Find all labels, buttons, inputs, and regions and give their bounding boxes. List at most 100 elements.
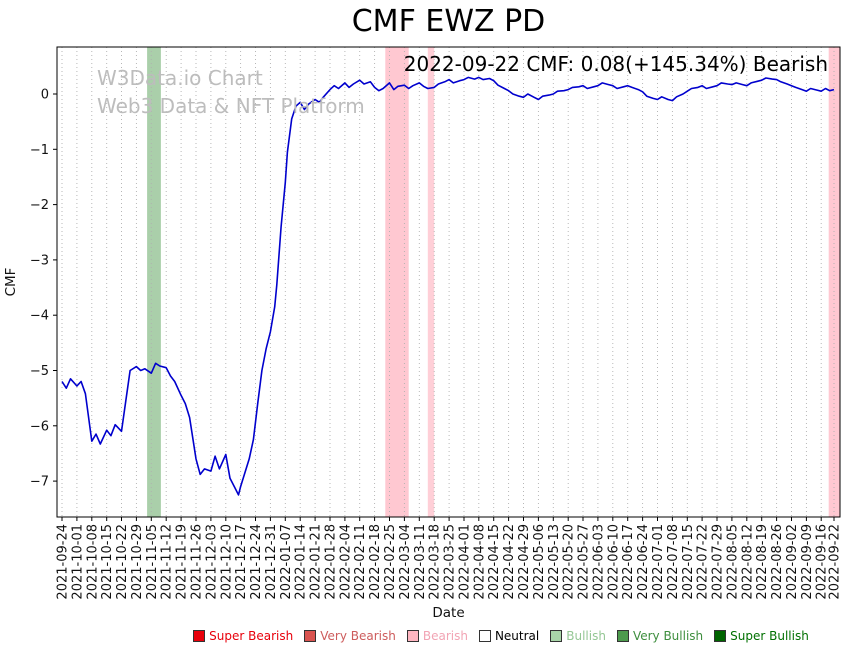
x-tick-label: 2022-06-03 <box>591 524 606 600</box>
x-tick-label: 2021-10-01 <box>70 524 85 600</box>
x-tick-label: 2022-07-08 <box>666 524 681 600</box>
x-tick-label: 2022-02-18 <box>368 524 383 600</box>
signal-bands <box>147 47 840 517</box>
legend-swatch <box>616 630 629 642</box>
x-tick-label: 2022-05-06 <box>532 524 547 600</box>
x-tick-label: 2022-02-11 <box>353 524 368 600</box>
x-tick-label: 2021-12-17 <box>234 524 249 600</box>
x-tick-label: 2022-02-25 <box>383 524 398 600</box>
x-tick-label: 2021-11-26 <box>190 524 205 600</box>
watermark: W3Data.io Chart Web3 Data & NFT Platform <box>97 64 365 120</box>
y-tick-label: 0 <box>41 88 49 103</box>
x-tick-label: 2022-08-12 <box>740 524 755 600</box>
x-tick-label: 2022-09-02 <box>785 524 800 600</box>
x-tick-label: 2022-03-25 <box>443 524 458 600</box>
chart-title: CMF EWZ PD <box>351 4 546 39</box>
x-tick-label: 2021-10-08 <box>85 524 100 600</box>
legend-swatch <box>714 630 727 642</box>
legend-swatch <box>478 630 491 642</box>
watermark-line-1: W3Data.io Chart <box>97 66 263 90</box>
x-tick-label: 2022-08-05 <box>725 524 740 600</box>
x-tick-label: 2021-10-15 <box>100 524 115 600</box>
legend-item-super-bearish: Super Bearish <box>193 629 293 643</box>
x-tick-label: 2021-10-29 <box>130 524 145 600</box>
legend-label: Very Bullish <box>632 629 704 643</box>
x-tick-label: 2022-06-24 <box>636 524 651 600</box>
x-tick-label: 2022-04-08 <box>472 524 487 600</box>
legend-label: Bearish <box>422 629 468 643</box>
x-tick-label: 2022-01-07 <box>279 524 294 600</box>
y-tick-label: −6 <box>30 419 49 434</box>
x-tick-label: 2022-06-10 <box>606 524 621 600</box>
x-tick-label: 2022-09-16 <box>815 524 830 600</box>
legend-swatch <box>406 630 419 642</box>
legend-label: Super Bullish <box>730 629 809 643</box>
legend-item-bearish: Bearish <box>406 629 468 643</box>
plot-border <box>56 46 841 518</box>
cmf-line <box>61 76 835 496</box>
x-tick-label: 2022-05-13 <box>547 524 562 600</box>
signal-band-bearish <box>828 47 840 517</box>
x-tick-label: 2022-02-04 <box>338 524 353 600</box>
legend-item-super-bullish: Super Bullish <box>714 629 809 643</box>
x-tick-label: 2022-07-22 <box>696 524 711 600</box>
x-tick-label: 2022-01-14 <box>294 524 309 600</box>
x-tick-label: 2022-01-28 <box>324 524 339 600</box>
signal-band-bearish <box>427 47 435 517</box>
y-tick-label: −7 <box>30 475 49 490</box>
x-tick-label: 2021-11-05 <box>145 524 160 600</box>
x-tick-label: 2022-04-01 <box>458 524 473 600</box>
y-axis-label: CMF <box>3 268 19 297</box>
x-tick-label: 2021-12-10 <box>219 524 234 600</box>
x-tick-label: 2022-03-18 <box>428 524 443 600</box>
x-tick-label: 2021-09-24 <box>56 524 71 600</box>
x-tick-label: 2021-12-24 <box>249 524 264 600</box>
signal-band-very-bullish <box>147 47 161 517</box>
x-tick-label: 2022-06-17 <box>621 524 636 600</box>
signal-band-bearish <box>385 47 409 517</box>
x-tick-label: 2022-09-22 <box>828 524 843 600</box>
legend-item-bullish: Bullish <box>550 629 606 643</box>
legend-swatch <box>550 630 563 642</box>
x-tick-label: 2021-10-22 <box>115 524 130 600</box>
x-tick-label: 2022-07-01 <box>651 524 666 600</box>
x-axis-label: Date <box>432 605 464 621</box>
x-tick-label: 2022-05-27 <box>577 524 592 600</box>
x-tick-label: 2022-03-04 <box>398 524 413 600</box>
legend-item-very-bearish: Very Bearish <box>304 629 396 643</box>
y-tick-label: −1 <box>30 143 49 158</box>
legend: Super Bearish Very Bearish Bearish Neutral B… <box>0 629 854 643</box>
legend-item-very-bullish: Very Bullish <box>616 629 704 643</box>
y-tick-label: −2 <box>30 198 49 213</box>
legend-label: Bullish <box>566 629 606 643</box>
y-tick-label: −4 <box>30 309 49 324</box>
x-tick-label: 2022-08-19 <box>755 524 770 600</box>
legend-label: Super Bearish <box>209 629 294 643</box>
y-tick-label: −3 <box>30 253 49 268</box>
watermark-line-2: Web3 Data & NFT Platform <box>97 94 365 118</box>
legend-label: Very Bearish <box>320 629 396 643</box>
x-tick-label: 2022-03-11 <box>413 524 428 600</box>
x-axis-ticks: 2021-09-24 2021-10-01 2021-10-08 2021-10-15… <box>56 517 843 600</box>
x-tick-label: 2022-09-09 <box>800 524 815 600</box>
x-tick-label: 2022-01-21 <box>309 524 324 600</box>
x-tick-label: 2021-12-31 <box>264 524 279 600</box>
legend-swatch <box>304 630 317 642</box>
x-tick-label: 2022-05-20 <box>562 524 577 600</box>
legend-swatch <box>193 630 206 642</box>
y-tick-label: −5 <box>30 364 49 379</box>
x-tick-label: 2022-07-29 <box>711 524 726 600</box>
x-tick-label: 2022-04-15 <box>487 524 502 600</box>
x-tick-label: 2022-08-26 <box>770 524 785 600</box>
legend-item-neutral: Neutral <box>478 629 540 643</box>
x-tick-label: 2022-07-15 <box>681 524 696 600</box>
latest-value-annotation: 2022-09-22 CMF: 0.08(+145.34%) Bearish <box>403 52 828 76</box>
x-tick-label: 2021-11-12 <box>160 524 175 600</box>
x-tick-label: 2021-11-19 <box>175 524 190 600</box>
x-tick-label: 2022-04-22 <box>502 524 517 600</box>
y-axis-ticks: 0 −1 −2 −3 −4 −5 −6 −7 <box>30 88 57 490</box>
legend-label: Neutral <box>494 629 540 643</box>
x-tick-label: 2021-12-03 <box>204 524 219 600</box>
